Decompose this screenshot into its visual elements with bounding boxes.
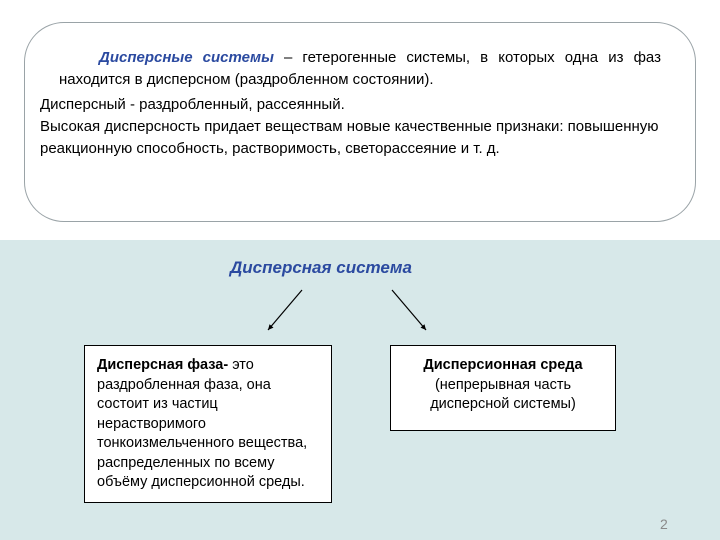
leaf-phase-term: Дисперсная фаза- [97, 357, 228, 373]
slide: Дисперсные системы – гетерогенные систем… [0, 0, 720, 540]
overlay-text-block: Дисперсный - раздробленный, рассеянный. … [40, 94, 680, 159]
leaf-box-phase: Дисперсная фаза- это раздробленная фаза,… [84, 345, 332, 503]
leaf-medium-term: Дисперсионная среда [423, 357, 582, 373]
overlay-line-2: Высокая дисперсность придает веществам н… [40, 116, 680, 160]
leaf-medium-rest: (непрерывная часть дисперсной системы) [430, 377, 576, 413]
overlay-line-1: Дисперсный - раздробленный, рассеянный. [40, 94, 680, 116]
leaf-box-medium: Дисперсионная среда (непрерывная часть д… [390, 345, 616, 431]
definition-text: Дисперсные системы – гетерогенные систем… [59, 47, 661, 91]
leaf-phase-rest: это раздробленная фаза, она состоит из ч… [97, 357, 307, 490]
definition-term: Дисперсные системы [99, 49, 274, 66]
diagram-root-title: Дисперсная система [230, 258, 412, 278]
page-number: 2 [660, 516, 668, 532]
